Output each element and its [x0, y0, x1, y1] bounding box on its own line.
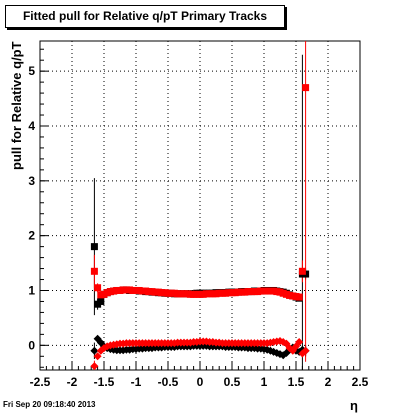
- data-point-square: [298, 267, 306, 275]
- y-axis-label: pull for Relative q/pT: [9, 41, 24, 170]
- data-point-diamond: [90, 346, 99, 355]
- data-point-diamond: [90, 362, 99, 371]
- chart-title-box: Fitted pull for Relative q/pT Primary Tr…: [5, 5, 285, 28]
- x-tick-label: -1.5: [94, 375, 115, 389]
- x-tick-label: 1: [261, 375, 268, 389]
- grid-lines: [40, 41, 360, 370]
- data-point-diamond: [93, 352, 102, 361]
- y-tick-label: 0: [28, 338, 35, 352]
- axis-ticks: [39, 48, 361, 370]
- data-point-square: [90, 243, 98, 251]
- x-tick-label: 0.5: [224, 375, 241, 389]
- timestamp-footer: Fri Sep 20 09:18:40 2013: [3, 400, 96, 409]
- data-point-square: [90, 267, 98, 275]
- x-tick-label: -2.5: [30, 375, 51, 389]
- y-tick-label: 1: [28, 283, 35, 297]
- x-tick-label: 1.5: [288, 375, 305, 389]
- data-point-square: [295, 293, 303, 301]
- data-point-diamond: [295, 338, 304, 347]
- x-axis-label: η: [350, 398, 358, 413]
- tick-labels: -2.5 -2 -1.5 -1 -0.5 0 0.5 1 1.5 2 2.5 0 1 2 3 4 5: [28, 64, 368, 389]
- y-tick-label: 5: [28, 64, 35, 78]
- x-tick-label: 2.5: [352, 375, 369, 389]
- x-tick-label: -1: [131, 375, 142, 389]
- data-markers: [90, 84, 310, 371]
- data-point-square: [97, 297, 105, 305]
- data-point-square: [94, 284, 102, 292]
- y-tick-label: 4: [28, 119, 35, 133]
- x-tick-label: 0: [197, 375, 204, 389]
- data-point-diamond: [301, 346, 310, 355]
- x-tick-label: 2: [325, 375, 332, 389]
- chart-title: Fitted pull for Relative q/pT Primary Tr…: [22, 9, 268, 23]
- x-tick-label: -2: [67, 375, 78, 389]
- data-point-square: [302, 84, 310, 92]
- y-tick-label: 2: [28, 229, 35, 243]
- x-tick-label: -0.5: [158, 375, 179, 389]
- y-tick-label: 3: [28, 174, 35, 188]
